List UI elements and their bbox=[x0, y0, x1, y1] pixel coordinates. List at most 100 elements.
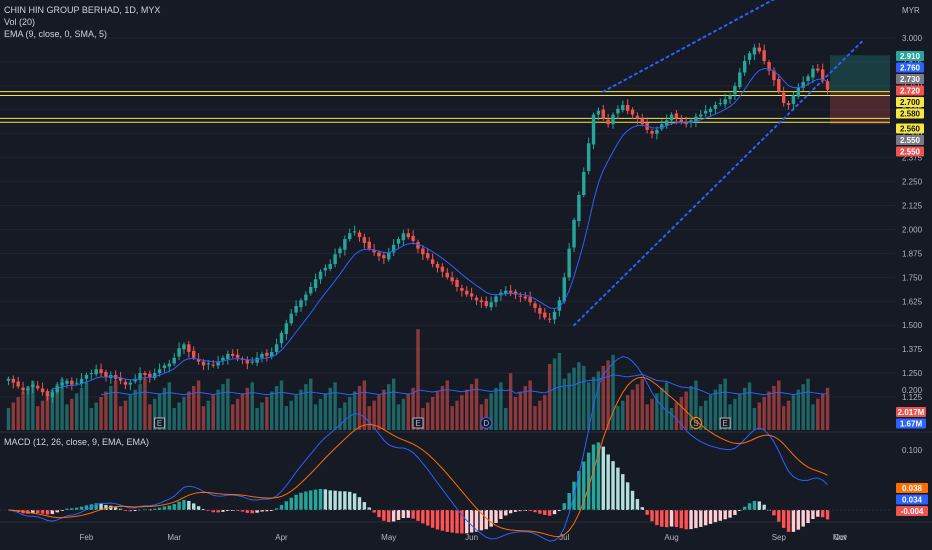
price-tag-label: 2.550 bbox=[900, 136, 921, 145]
candle-body bbox=[338, 248, 342, 254]
volume-bar bbox=[723, 378, 727, 430]
macd-histogram-bar bbox=[221, 510, 225, 512]
candle-body bbox=[162, 365, 167, 369]
macd-histogram-bar bbox=[382, 510, 386, 521]
macd-histogram-bar bbox=[777, 510, 781, 522]
volume-bar bbox=[45, 395, 50, 430]
macd-histogram-bar bbox=[591, 444, 596, 510]
volume-bar bbox=[791, 395, 796, 430]
macd-histogram-bar bbox=[484, 510, 488, 530]
volume-bar bbox=[70, 398, 74, 430]
candle-body bbox=[465, 290, 469, 295]
volume-bar bbox=[11, 402, 16, 430]
time-axis-label: Mar bbox=[167, 533, 181, 542]
candle-body bbox=[533, 303, 537, 308]
volume-bar bbox=[279, 380, 284, 430]
price-tag-label: 2.730 bbox=[900, 75, 921, 84]
volume-bar bbox=[601, 365, 605, 430]
candle-body bbox=[216, 361, 220, 366]
candle-body bbox=[274, 344, 279, 353]
volume-bar bbox=[781, 406, 786, 430]
candle-body bbox=[343, 239, 347, 250]
macd-histogram-bar bbox=[650, 510, 654, 522]
candle-body bbox=[118, 377, 123, 381]
candle-body bbox=[752, 47, 757, 55]
macd-histogram-bar bbox=[621, 474, 625, 510]
macd-histogram-bar bbox=[757, 501, 762, 510]
volume-bar bbox=[806, 378, 810, 430]
volume-bar bbox=[167, 382, 172, 430]
macd-histogram-bar bbox=[660, 510, 664, 527]
volume-bar bbox=[162, 387, 167, 430]
candle-body bbox=[333, 254, 337, 264]
candle-body bbox=[703, 110, 708, 114]
volume-legend[interactable]: Vol (20) bbox=[4, 17, 36, 27]
price-tag bbox=[896, 97, 924, 107]
candle-body bbox=[469, 293, 474, 297]
time-axis-label: May bbox=[381, 533, 396, 542]
volume-bar bbox=[455, 400, 459, 430]
volume-bar bbox=[352, 391, 357, 430]
macd-tag bbox=[896, 506, 928, 516]
candle-body bbox=[211, 364, 215, 366]
candle-body bbox=[289, 313, 293, 324]
volume-bar bbox=[182, 397, 186, 430]
volume-bar bbox=[820, 393, 825, 430]
candle-body bbox=[630, 109, 635, 115]
candle-body bbox=[508, 290, 513, 293]
volume-bar bbox=[26, 386, 30, 430]
macd-histogram-bar bbox=[333, 490, 337, 510]
candle-body bbox=[625, 105, 630, 111]
candle-body bbox=[421, 248, 425, 255]
volume-tag-label: 2.017M bbox=[898, 408, 925, 417]
macd-histogram-bar bbox=[460, 510, 464, 534]
macd-histogram-bar bbox=[113, 507, 118, 510]
volume-bar bbox=[694, 380, 698, 430]
volume-bar bbox=[196, 380, 201, 430]
macd-histogram-bar bbox=[786, 510, 791, 532]
candle-body bbox=[401, 233, 406, 241]
volume-bar bbox=[460, 395, 464, 430]
macd-histogram-bar bbox=[699, 510, 703, 527]
volume-bar bbox=[504, 408, 508, 430]
macd-histogram-bar bbox=[669, 510, 674, 527]
price-axis-label: 1.875 bbox=[902, 249, 923, 258]
volume-bar bbox=[469, 384, 474, 430]
volume-bar bbox=[747, 382, 752, 430]
macd-histogram-bar bbox=[606, 454, 610, 510]
candle-body bbox=[294, 306, 298, 313]
volume-bar bbox=[104, 391, 108, 430]
macd-histogram-bar bbox=[70, 508, 74, 510]
volume-bar bbox=[742, 387, 747, 430]
macd-legend[interactable]: MACD (12, 26, close, 9, EMA, EMA) bbox=[4, 437, 150, 447]
macd-histogram-bar bbox=[201, 509, 206, 511]
volume-bar bbox=[699, 406, 703, 430]
grid-lines bbox=[0, 37, 895, 398]
macd-histogram-bar bbox=[411, 510, 415, 519]
macd-histogram-bar bbox=[616, 467, 620, 510]
candle-body bbox=[689, 120, 693, 124]
candle-body bbox=[133, 378, 137, 382]
price-tag bbox=[896, 123, 924, 134]
volume-bar bbox=[772, 386, 776, 430]
volume-bar bbox=[396, 404, 401, 430]
macd-histogram-bar bbox=[450, 510, 454, 533]
volume-bar bbox=[362, 380, 367, 430]
macd-histogram-bar bbox=[723, 510, 727, 520]
volume-bar bbox=[357, 386, 362, 430]
candle-body bbox=[40, 388, 45, 393]
event-marker-label: D bbox=[483, 419, 489, 428]
macd-histogram-bar bbox=[270, 510, 274, 511]
volume-bar bbox=[16, 397, 20, 430]
macd-histogram-bar bbox=[318, 488, 323, 510]
volume-bar bbox=[348, 397, 352, 430]
volume-bar bbox=[84, 382, 89, 430]
volume-bar bbox=[211, 395, 215, 430]
candle-body bbox=[411, 235, 415, 241]
macd-histogram-bar bbox=[796, 510, 801, 530]
volume-bar bbox=[596, 371, 601, 430]
ema-legend[interactable]: EMA (9, close, 0, SMA, 5) bbox=[4, 29, 108, 39]
volume-bar bbox=[440, 386, 445, 430]
stop-zone bbox=[830, 91, 890, 125]
